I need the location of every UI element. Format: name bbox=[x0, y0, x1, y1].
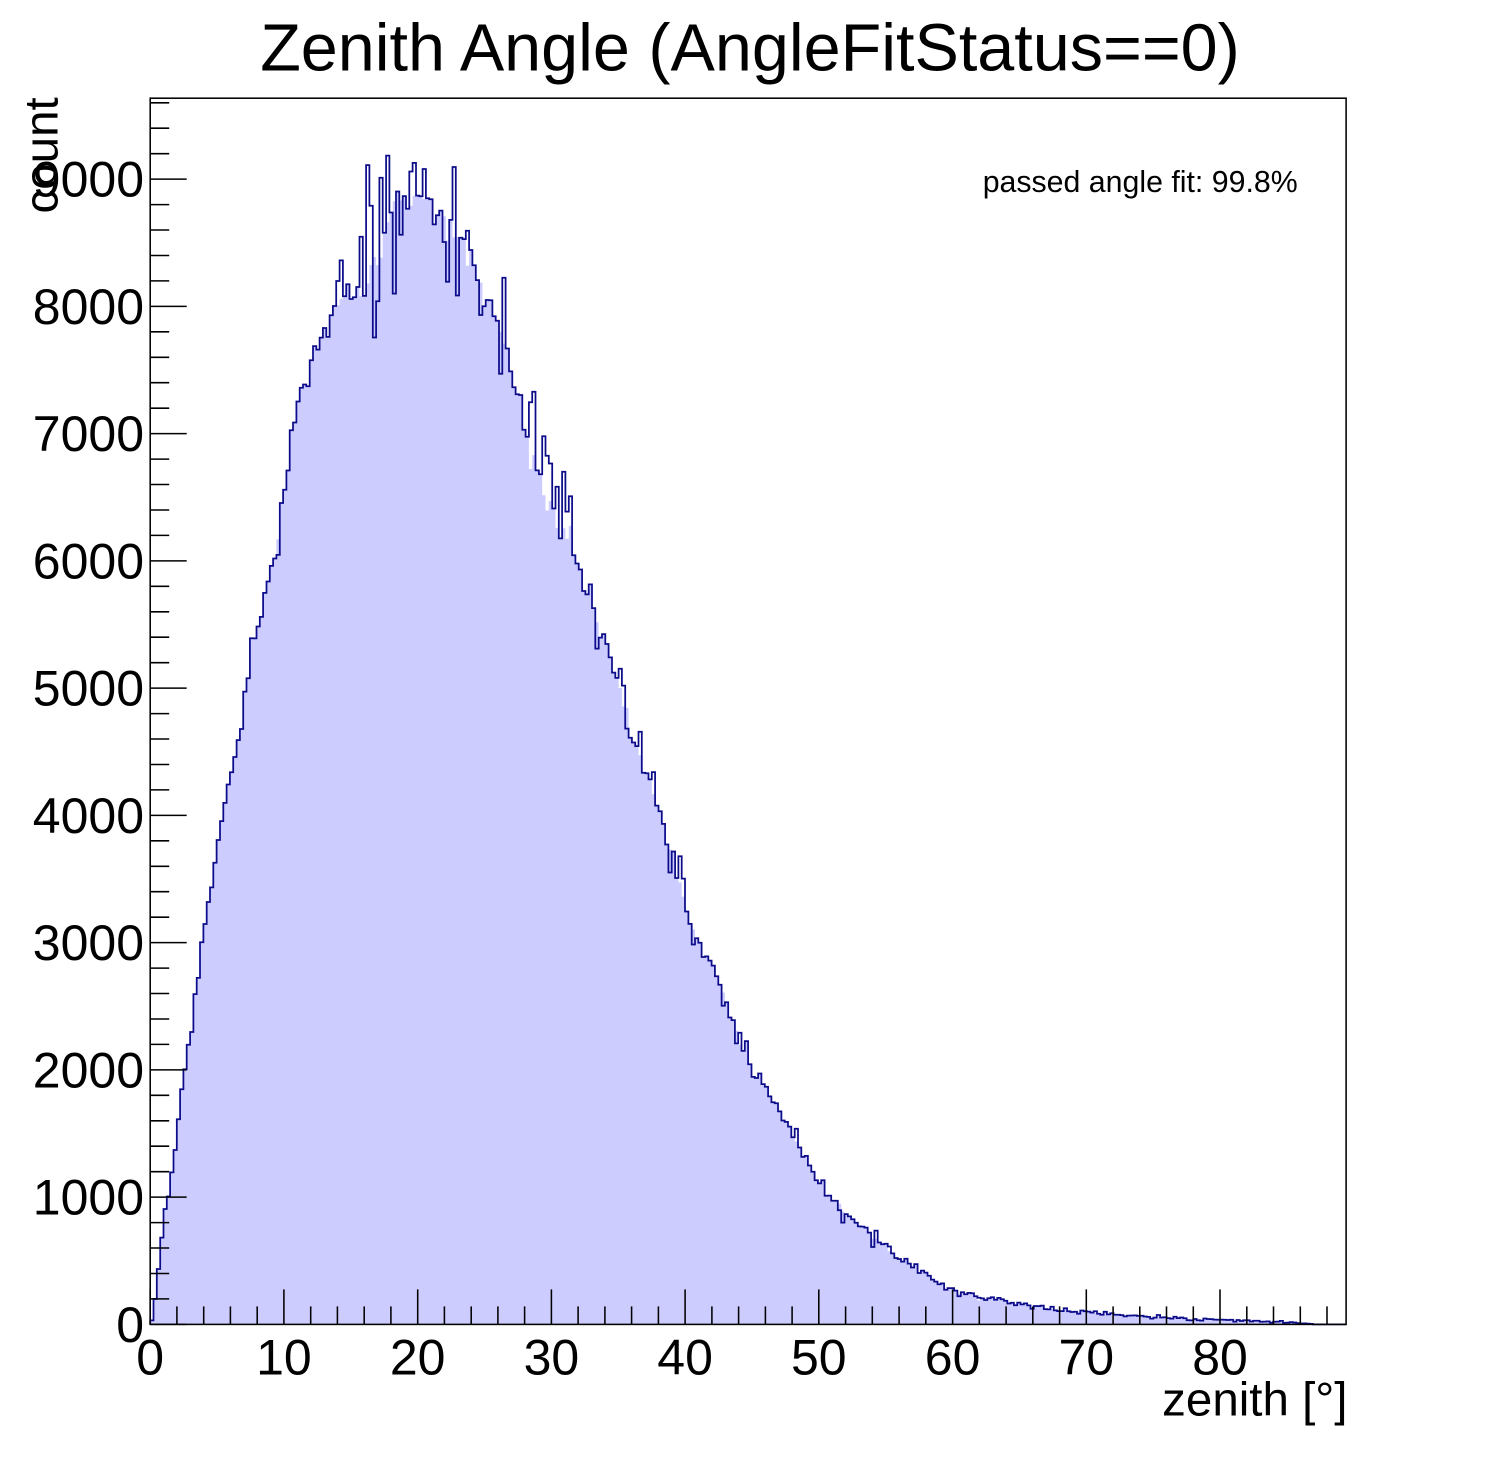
svg-text:7000: 7000 bbox=[33, 406, 144, 462]
svg-text:70: 70 bbox=[1058, 1329, 1114, 1385]
svg-text:5000: 5000 bbox=[33, 661, 144, 717]
svg-text:6000: 6000 bbox=[33, 534, 144, 590]
svg-text:10: 10 bbox=[256, 1329, 312, 1385]
svg-text:60: 60 bbox=[925, 1329, 981, 1385]
svg-text:passed angle fit: 99.8%: passed angle fit: 99.8% bbox=[983, 166, 1298, 199]
svg-text:Zenith Angle (AngleFitStatus==: Zenith Angle (AngleFitStatus==0) bbox=[260, 11, 1240, 85]
svg-text:40: 40 bbox=[657, 1329, 713, 1385]
svg-text:1000: 1000 bbox=[33, 1170, 144, 1226]
svg-text:50: 50 bbox=[791, 1329, 847, 1385]
svg-text:30: 30 bbox=[524, 1329, 580, 1385]
svg-text:0: 0 bbox=[116, 1297, 144, 1353]
svg-text:4000: 4000 bbox=[33, 788, 144, 844]
svg-text:0: 0 bbox=[136, 1329, 164, 1385]
svg-text:zenith [°]: zenith [°] bbox=[1162, 1374, 1347, 1427]
svg-text:2000: 2000 bbox=[33, 1043, 144, 1099]
svg-text:80: 80 bbox=[1192, 1329, 1248, 1385]
svg-text:9000: 9000 bbox=[33, 152, 144, 208]
svg-text:count: count bbox=[16, 97, 69, 213]
svg-text:20: 20 bbox=[390, 1329, 446, 1385]
svg-text:3000: 3000 bbox=[33, 915, 144, 971]
svg-text:8000: 8000 bbox=[33, 279, 144, 335]
